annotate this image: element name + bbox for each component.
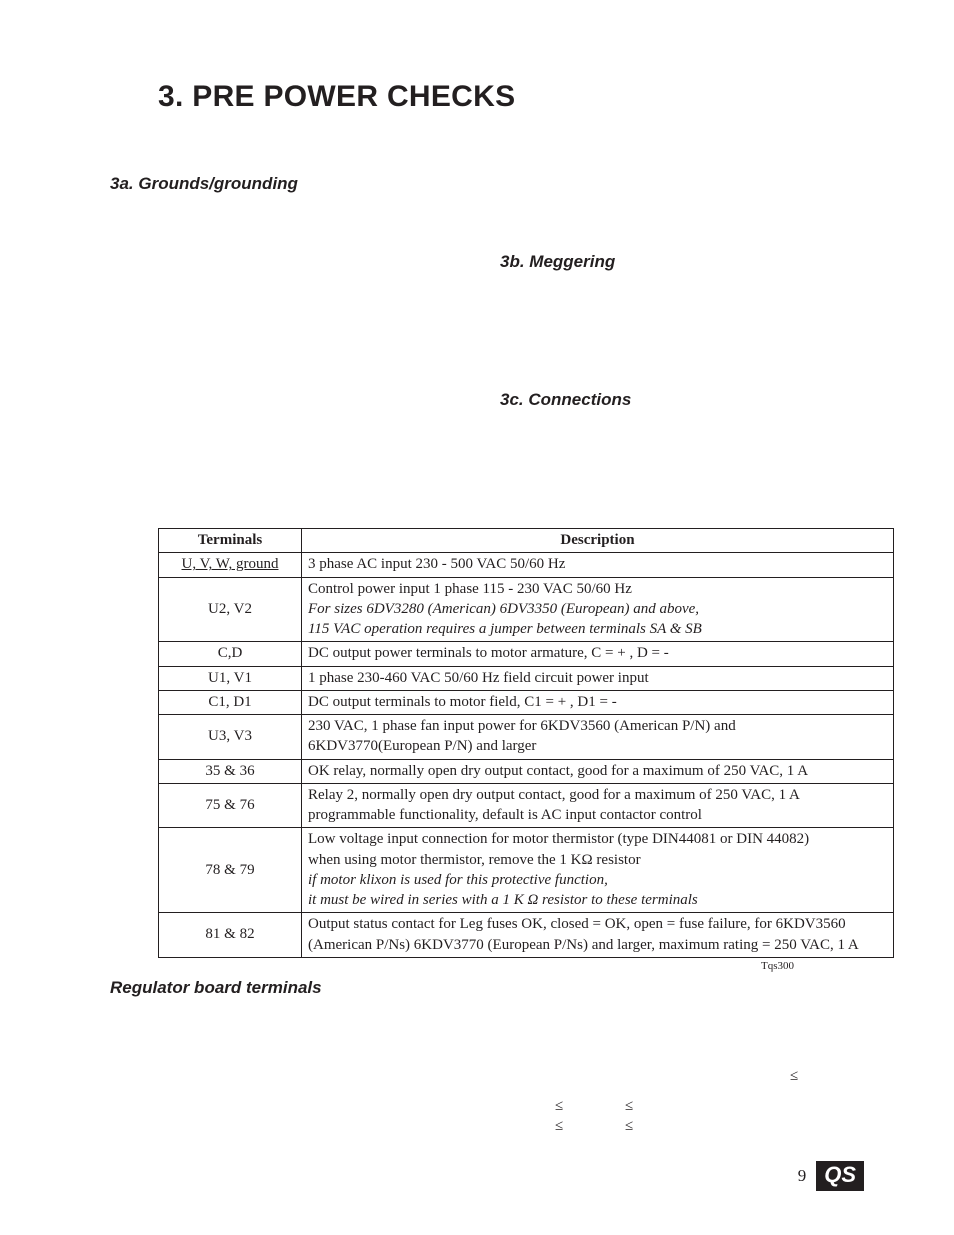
description-cell: Low voltage input connection for motor t… [302,828,894,913]
page-container: 3. PRE POWER CHECKS 3a. Grounds/groundin… [0,0,954,1235]
table-header-row: Terminals Description [159,529,894,553]
table-row: U, V, W, ground3 phase AC input 230 - 50… [159,553,894,577]
table-row: U1, V11 phase 230-460 VAC 50/60 Hz field… [159,666,894,690]
leq-symbol: ≤ [790,1068,798,1085]
description-cell: 230 VAC, 1 phase fan input power for 6KD… [302,715,894,760]
table-row: 35 & 36OK relay, normally open dry outpu… [159,759,894,783]
terminals-cell: 81 & 82 [159,913,302,958]
description-cell: 1 phase 230-460 VAC 50/60 Hz field circu… [302,666,894,690]
terminals-cell: U, V, W, ground [159,553,302,577]
regulator-board-heading: Regulator board terminals [110,978,864,998]
description-cell: 3 phase AC input 230 - 500 VAC 50/60 Hz [302,553,894,577]
table-row: C1, D1DC output terminals to motor field… [159,690,894,714]
leq-symbol: ≤ [555,1098,563,1115]
page-footer: 9 QS [798,1161,864,1191]
th-terminals: Terminals [159,529,302,553]
terminals-cell: 78 & 79 [159,828,302,913]
terminals-cell: 35 & 36 [159,759,302,783]
th-description: Description [302,529,894,553]
terminals-cell: 75 & 76 [159,783,302,828]
chapter-title: 3. PRE POWER CHECKS [158,80,864,114]
terminals-cell: U3, V3 [159,715,302,760]
description-cell: Output status contact for Leg fuses OK, … [302,913,894,958]
description-cell: DC output terminals to motor field, C1 =… [302,690,894,714]
qs-badge: QS [816,1161,864,1191]
leq-symbol: ≤ [625,1118,633,1135]
terminals-cell: C1, D1 [159,690,302,714]
table-row: C,DDC output power terminals to motor ar… [159,642,894,666]
table-row: 78 & 79Low voltage input connection for … [159,828,894,913]
section-3a-heading: 3a. Grounds/grounding [110,174,864,194]
table-row: U2, V2Control power input 1 phase 115 - … [159,577,894,642]
table-row: 81 & 82Output status contact for Leg fus… [159,913,894,958]
table-row: 75 & 76Relay 2, normally open dry output… [159,783,894,828]
description-cell: DC output power terminals to motor armat… [302,642,894,666]
section-3c-heading: 3c. Connections [500,390,864,410]
terminals-cell: U2, V2 [159,577,302,642]
terminals-cell: C,D [159,642,302,666]
page-number: 9 [798,1166,807,1186]
description-cell: OK relay, normally open dry output conta… [302,759,894,783]
description-cell: Control power input 1 phase 115 - 230 VA… [302,577,894,642]
power-terminals-table: Terminals Description U, V, W, ground3 p… [158,528,894,958]
terminals-cell: U1, V1 [159,666,302,690]
leq-symbol: ≤ [555,1118,563,1135]
leq-symbol: ≤ [625,1098,633,1115]
table-code: Tqs300 [110,960,794,972]
section-3b-heading: 3b. Meggering [500,252,864,272]
table-row: U3, V3230 VAC, 1 phase fan input power f… [159,715,894,760]
description-cell: Relay 2, normally open dry output contac… [302,783,894,828]
